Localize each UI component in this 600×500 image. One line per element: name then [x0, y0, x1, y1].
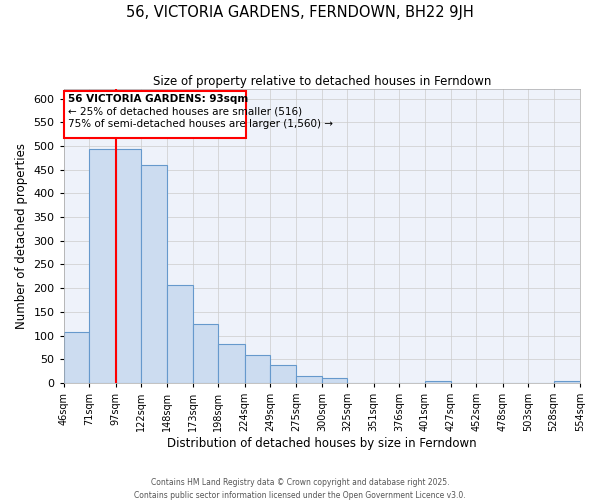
- Title: Size of property relative to detached houses in Ferndown: Size of property relative to detached ho…: [152, 75, 491, 88]
- X-axis label: Distribution of detached houses by size in Ferndown: Distribution of detached houses by size …: [167, 437, 476, 450]
- Bar: [245, 356, 270, 383]
- Bar: [270, 366, 296, 383]
- Bar: [193, 324, 218, 383]
- Bar: [141, 165, 167, 383]
- Bar: [116, 150, 141, 383]
- Bar: [64, 332, 89, 383]
- Bar: [89, 150, 116, 383]
- FancyBboxPatch shape: [64, 90, 245, 138]
- Bar: [167, 285, 193, 383]
- Text: 75% of semi-detached houses are larger (1,560) →: 75% of semi-detached houses are larger (…: [68, 119, 333, 129]
- Text: 56 VICTORIA GARDENS: 93sqm: 56 VICTORIA GARDENS: 93sqm: [68, 94, 248, 104]
- Bar: [425, 380, 451, 383]
- Bar: [554, 380, 580, 383]
- Bar: [296, 376, 322, 383]
- Bar: [218, 344, 245, 383]
- Bar: [322, 378, 347, 383]
- Text: Contains HM Land Registry data © Crown copyright and database right 2025.
Contai: Contains HM Land Registry data © Crown c…: [134, 478, 466, 500]
- Y-axis label: Number of detached properties: Number of detached properties: [15, 143, 28, 329]
- Text: ← 25% of detached houses are smaller (516): ← 25% of detached houses are smaller (51…: [68, 106, 302, 117]
- Text: 56, VICTORIA GARDENS, FERNDOWN, BH22 9JH: 56, VICTORIA GARDENS, FERNDOWN, BH22 9JH: [126, 5, 474, 20]
